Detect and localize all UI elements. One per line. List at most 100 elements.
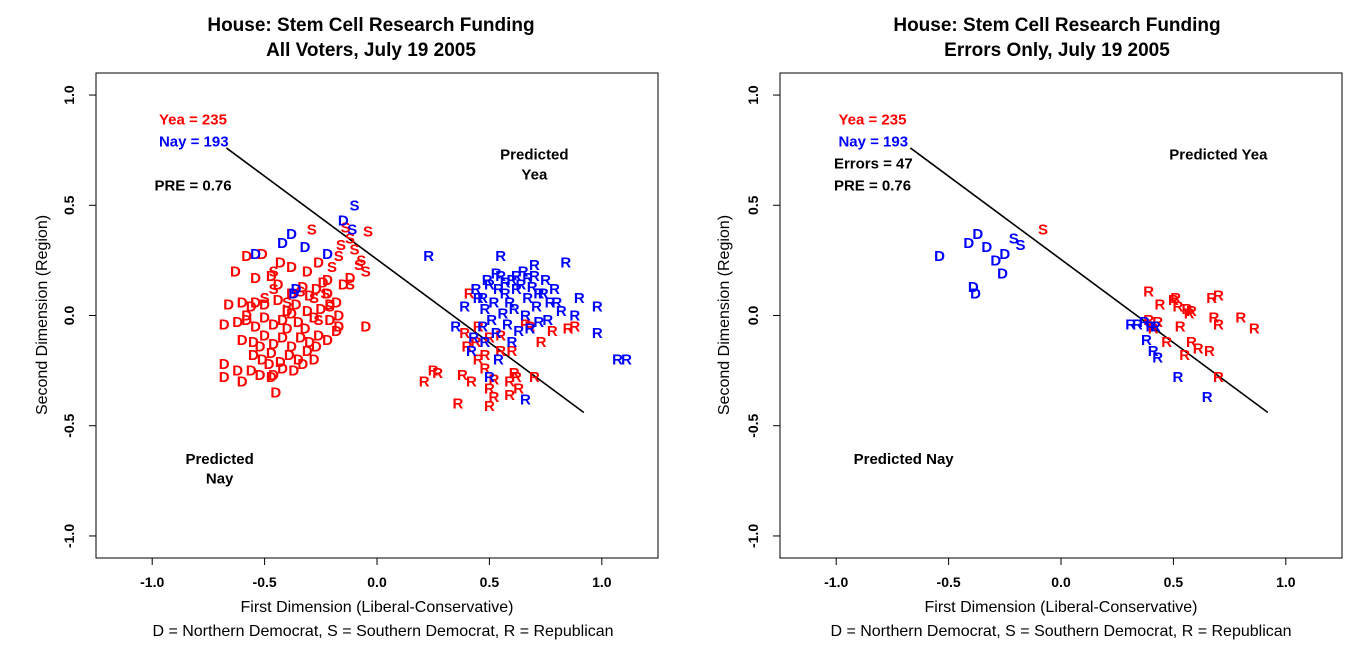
vote-point: R: [484, 380, 495, 397]
vote-point: R: [1125, 316, 1136, 333]
vote-point: R: [536, 334, 547, 351]
vote-point: R: [470, 334, 481, 351]
vote-point: R: [520, 316, 531, 333]
vote-point: D: [322, 246, 333, 263]
vote-point: R: [509, 301, 520, 318]
vote-point: R: [504, 387, 515, 404]
vote-point: R: [459, 325, 470, 342]
vote-point: R: [522, 290, 533, 307]
legend-caption: D = Northern Democrat, S = Southern Demo…: [830, 623, 1291, 640]
vote-point: R: [549, 281, 560, 298]
vote-point: D: [311, 338, 322, 355]
y-tick-label: -1.0: [61, 524, 77, 548]
vote-point: S: [320, 285, 330, 302]
annotations: Yea = 235 Nay = 193 Errors = 47 PRE = 0.76 P…: [834, 111, 1268, 467]
chart-annotation: Errors = 47: [834, 155, 913, 172]
vote-point: D: [273, 277, 284, 294]
chart-annotation: Nay = 193: [159, 133, 229, 150]
x-axis-ticks: -1.0 -0.5 0.0 0.5 1.0: [140, 558, 612, 590]
x-tick-label: 0.5: [480, 574, 500, 590]
vote-point: D: [230, 263, 241, 280]
vote-point: R: [493, 352, 504, 369]
vote-point: D: [324, 296, 335, 313]
vote-point: S: [354, 257, 364, 274]
vote-point: D: [970, 285, 981, 302]
vote-point: R: [1170, 290, 1181, 307]
vote-point: R: [500, 285, 511, 302]
vote-point: R: [1143, 283, 1154, 300]
vote-point: D: [360, 319, 371, 336]
vote-point: D: [304, 288, 315, 305]
vote-point: R: [524, 321, 535, 338]
chart-annotation: Predicted Yea: [1169, 147, 1268, 164]
vote-point: D: [288, 363, 299, 380]
vote-point: R: [563, 321, 574, 338]
vote-point: D: [268, 316, 279, 333]
vote-point: D: [268, 336, 279, 353]
x-axis-ticks: -1.0 -0.5 0.0 0.5 1.0: [824, 558, 1296, 590]
vote-point: D: [273, 292, 284, 309]
vote-point: R: [522, 270, 533, 287]
vote-point: R: [529, 268, 540, 285]
vote-point: R: [479, 347, 490, 364]
vote-point: D: [259, 310, 270, 327]
vote-point: R: [527, 279, 538, 296]
vote-point: S: [350, 197, 360, 214]
chart-annotation: PRE = 0.76: [834, 177, 911, 194]
chart-title-line2: Errors Only, July 19 2005: [944, 40, 1170, 61]
vote-point: R: [592, 325, 603, 342]
vote-point: R: [511, 268, 522, 285]
vote-point: D: [297, 356, 308, 373]
vote-point: D: [997, 266, 1008, 283]
vote-point: R: [432, 365, 443, 382]
vote-point: R: [495, 268, 506, 285]
y-tick-label: -0.5: [61, 413, 77, 437]
vote-point: D: [291, 296, 302, 313]
vote-point: D: [311, 281, 322, 298]
y-tick-label: 0.5: [745, 195, 761, 215]
vote-point: S: [336, 237, 346, 254]
y-tick-label: 0.5: [61, 195, 77, 215]
vote-point: R: [504, 294, 515, 311]
vote-point: R: [612, 352, 623, 369]
vote-point: R: [1150, 319, 1161, 336]
vote-point: D: [223, 296, 234, 313]
vote-point: D: [268, 367, 279, 384]
chart-annotation: Yea: [521, 166, 548, 183]
chart-panel-right: House: Stem Cell Research Funding Errors…: [716, 15, 1343, 640]
vote-point: R: [506, 334, 517, 351]
vote-point: D: [345, 270, 356, 287]
vote-point: D: [302, 303, 313, 320]
vote-point: D: [291, 281, 302, 298]
x-tick-label: 0.0: [367, 574, 387, 590]
vote-point: R: [457, 367, 468, 384]
vote-point: D: [219, 316, 230, 333]
vote-point: R: [495, 248, 506, 265]
vote-point: D: [277, 360, 288, 377]
x-tick-label: -1.0: [140, 574, 164, 590]
vote-point: R: [453, 396, 464, 413]
vote-point: R: [473, 319, 484, 336]
y-axis-ticks: -1.0 -0.5 0.0 0.5 1.0: [61, 85, 96, 548]
vote-point: D: [264, 356, 275, 373]
vote-point: S: [345, 230, 355, 247]
x-tick-label: 0.5: [1164, 574, 1184, 590]
vote-point: D: [331, 323, 342, 340]
chart-panel-left: House: Stem Cell Research Funding All Vo…: [34, 15, 659, 640]
chart-annotation: Nay = 193: [838, 133, 908, 150]
vote-point: S: [356, 252, 366, 269]
y-axis-label: Second Dimension (Region): [716, 215, 733, 415]
vote-point: R: [1186, 334, 1197, 351]
vote-point: D: [981, 239, 992, 256]
vote-point: R: [1152, 314, 1163, 331]
vote-point: D: [293, 314, 304, 331]
vote-point: D: [322, 332, 333, 349]
x-tick-label: -0.5: [253, 574, 277, 590]
vote-point: R: [533, 285, 544, 302]
vote-point: D: [302, 343, 313, 360]
vote-point: D: [293, 352, 304, 369]
vote-point: S: [347, 222, 357, 239]
vote-point: D: [219, 369, 230, 386]
vote-point: D: [313, 327, 324, 344]
